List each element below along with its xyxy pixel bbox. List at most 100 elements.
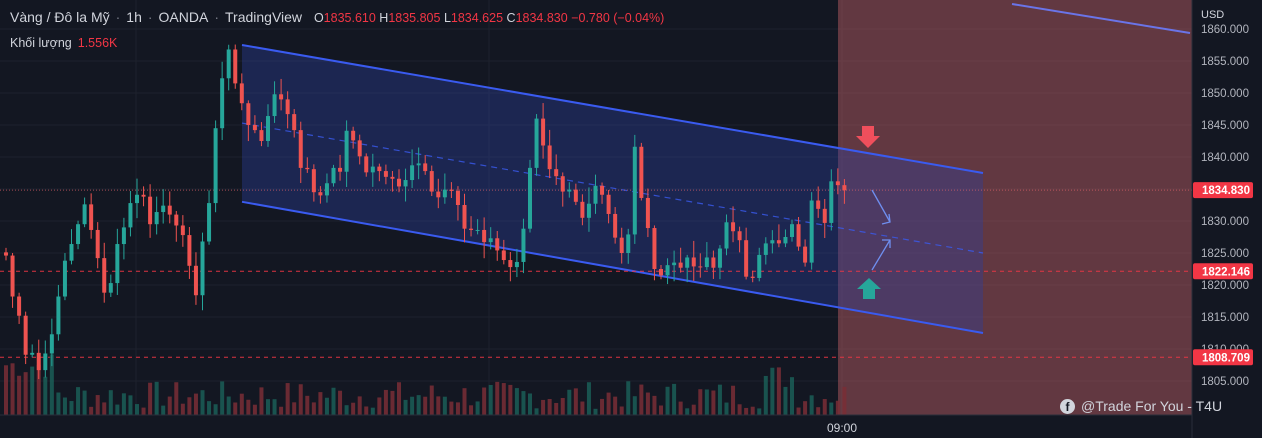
candle-body xyxy=(809,200,814,263)
candle-body xyxy=(783,237,788,244)
candle-body xyxy=(174,214,179,226)
volume-bar xyxy=(43,376,48,415)
symbol-name[interactable]: Vàng / Đô la Mỹ xyxy=(10,9,110,25)
candle-body xyxy=(135,194,139,204)
volume-bar xyxy=(207,401,212,415)
volume-bar xyxy=(233,402,238,415)
forecast-arrow-up-head xyxy=(882,239,891,248)
candle-body xyxy=(233,49,238,84)
candle-body xyxy=(567,189,572,192)
candle-body xyxy=(731,222,736,232)
candle-body xyxy=(632,146,637,235)
volume-bar xyxy=(148,382,153,415)
interval[interactable]: 1h xyxy=(126,9,142,25)
volume-bar xyxy=(82,390,87,415)
forecast-arrow-up xyxy=(871,239,891,271)
volume-bar xyxy=(213,404,218,415)
volume-bar xyxy=(141,407,146,415)
candle-body xyxy=(161,205,166,213)
volume-bar xyxy=(161,405,166,415)
volume-bar xyxy=(220,381,225,415)
y-tick-label: 1855.000 xyxy=(1201,56,1249,68)
volume-bar xyxy=(23,372,28,415)
volume-bar xyxy=(259,387,264,415)
candle-body xyxy=(724,222,729,249)
candle-body xyxy=(43,353,48,371)
candle-body xyxy=(344,130,349,172)
y-tick-label: 1825.000 xyxy=(1201,248,1249,260)
volume-bar xyxy=(239,393,244,415)
volume-bar xyxy=(331,387,336,415)
currency-label[interactable]: USD xyxy=(1201,9,1225,21)
change-value: −0.780 (−0.04%) xyxy=(571,11,665,25)
candle-body xyxy=(776,240,781,244)
candle-body xyxy=(829,181,834,223)
candle-body xyxy=(672,262,677,266)
candle-body xyxy=(10,255,15,297)
candle-body xyxy=(220,78,225,129)
candle-body xyxy=(390,176,395,179)
volume-bar xyxy=(757,408,762,415)
y-tick-label: 1805.000 xyxy=(1201,376,1249,388)
x-tick-label: 09:00 xyxy=(827,421,857,435)
candle-body xyxy=(226,49,231,79)
volume-bar xyxy=(115,404,120,415)
volume-bar xyxy=(469,405,474,415)
candle-body xyxy=(652,228,657,269)
volume-bar xyxy=(298,384,303,415)
candle-body xyxy=(370,166,375,173)
candle-body xyxy=(521,228,526,262)
candle-body xyxy=(586,203,591,218)
volume-bar xyxy=(829,402,834,415)
y-tick-label: 1860.000 xyxy=(1201,24,1249,36)
broker: OANDA xyxy=(158,9,209,25)
candle-body xyxy=(790,224,794,237)
candle-body xyxy=(318,192,323,196)
candle-body xyxy=(835,181,840,186)
candle-body xyxy=(207,203,212,242)
volume-bar xyxy=(4,365,8,415)
volume-bar xyxy=(475,401,480,415)
low-value: 1834.625 xyxy=(450,11,504,25)
volume-bar xyxy=(652,395,657,415)
volume-bar xyxy=(36,364,41,415)
volume-bar xyxy=(272,399,277,415)
volume-bar xyxy=(180,403,185,415)
high-value: 1835.805 xyxy=(388,11,441,25)
volume-bar xyxy=(639,384,644,415)
candle-body xyxy=(30,352,35,355)
volume-bar xyxy=(305,395,310,415)
candle-body xyxy=(4,252,8,256)
trend-line xyxy=(1011,3,1191,34)
volume-value: 1.556K xyxy=(77,36,118,50)
candle-body xyxy=(377,166,382,172)
candle-body xyxy=(475,229,480,231)
volume-bar xyxy=(403,399,408,415)
candle-body xyxy=(796,224,801,247)
channel-lower-line xyxy=(241,200,984,334)
volume-bar xyxy=(49,354,54,415)
candle-body xyxy=(554,169,559,177)
candle-body xyxy=(436,191,441,198)
volume-bar xyxy=(632,396,637,415)
candle-body xyxy=(639,146,644,198)
candle-body xyxy=(698,266,703,268)
volume-bar xyxy=(554,402,559,415)
volume-bar xyxy=(724,402,729,415)
candle-body xyxy=(744,240,749,277)
candle-body xyxy=(331,167,336,184)
volume-bar xyxy=(698,389,703,415)
volume-bar xyxy=(626,381,631,415)
candle-body xyxy=(691,257,696,267)
candle-body xyxy=(403,180,408,187)
volume-bar xyxy=(69,401,74,415)
volume-bar xyxy=(816,407,821,415)
buy-arrow-icon xyxy=(857,278,881,299)
volume-legend: Khối lượng 1.556K xyxy=(10,36,117,50)
candle-body xyxy=(154,212,159,225)
volume-bar xyxy=(174,382,179,415)
volume-bar xyxy=(167,396,172,415)
candle-body xyxy=(704,257,709,268)
